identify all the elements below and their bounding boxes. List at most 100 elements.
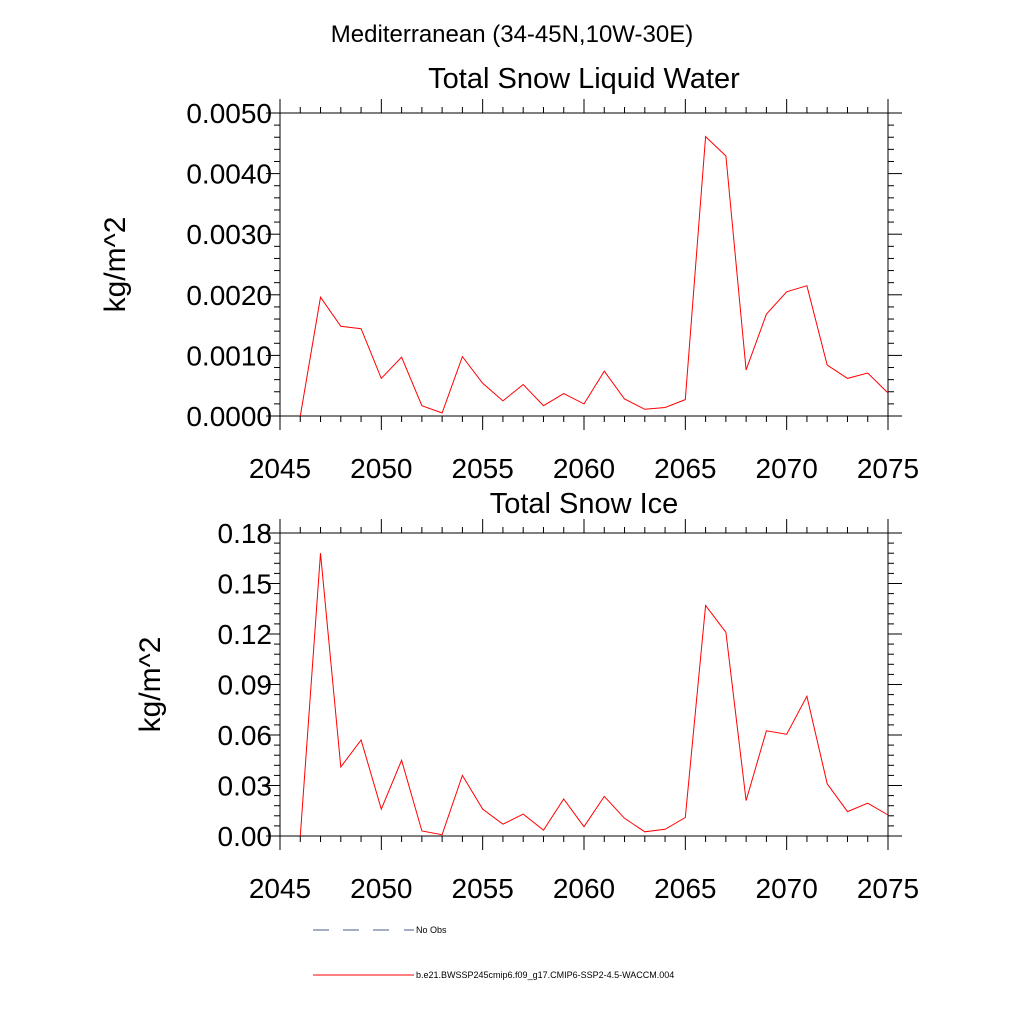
data-point [299, 415, 301, 417]
data-point [381, 378, 383, 380]
data-point [583, 826, 585, 828]
data-point [522, 384, 524, 386]
series-line-total-snow-liquid-water [299, 135, 889, 417]
data-point [543, 405, 545, 407]
y-axis-label: kg/m^2 [134, 637, 167, 733]
data-point [826, 364, 828, 366]
data-point [624, 818, 626, 820]
data-point [867, 372, 869, 374]
data-point [462, 356, 464, 358]
panel-title: Total Snow Liquid Water [428, 63, 740, 95]
x-tick-label: 2065 [654, 873, 716, 904]
data-point [887, 392, 889, 394]
data-point [583, 403, 585, 405]
x-tick-label: 2050 [350, 453, 412, 484]
plot-frame [279, 532, 889, 837]
data-point [685, 817, 687, 819]
legend-label-no-obs: No Obs [416, 925, 447, 935]
x-tick-label: 2055 [452, 453, 514, 484]
data-point [786, 291, 788, 293]
data-point [543, 829, 545, 831]
data-point [381, 808, 383, 810]
data-point [401, 356, 403, 358]
data-point [887, 814, 889, 816]
legend-label-waccm: b.e21.BWSSP245cmip6.f09_g17.CMIP6-SSP2-4… [416, 970, 674, 980]
data-point [806, 285, 808, 287]
data-point [320, 552, 322, 554]
x-tick-label: 2045 [249, 873, 311, 904]
data-point [462, 775, 464, 777]
data-point [624, 398, 626, 400]
y-tick-label: 0.09 [218, 670, 273, 701]
data-point [401, 759, 403, 761]
figure-suptitle: Mediterranean (34-45N,10W-30E) [331, 21, 693, 48]
x-tick-label: 2060 [553, 873, 615, 904]
data-point [299, 835, 301, 837]
data-point [786, 733, 788, 735]
data-point [482, 808, 484, 810]
y-tick-label: 0.0030 [186, 219, 272, 250]
data-point [766, 313, 768, 315]
data-point [360, 328, 362, 330]
data-point [441, 834, 443, 836]
data-point [603, 370, 605, 372]
y-axis-label: kg/m^2 [99, 217, 132, 313]
data-point [867, 802, 869, 804]
data-point [603, 796, 605, 798]
data-point [664, 407, 666, 409]
y-tick-label: 0.0040 [186, 159, 272, 190]
panel-total-snow-ice: Total Snow Ice 2045 2050 2055 2060 2065 2070 20… [134, 488, 919, 904]
legend: No Obs b.e21.BWSSP245cmip6.f09_g17.CMIP6… [313, 925, 674, 980]
x-tick-label: 2070 [756, 453, 818, 484]
panel-title: Total Snow Ice [490, 488, 679, 520]
x-tick-label: 2045 [249, 453, 311, 484]
data-point [421, 830, 423, 832]
data-point [340, 326, 342, 328]
y-tick-label: 0.18 [218, 518, 273, 549]
data-point [705, 605, 707, 607]
x-tick-label: 2050 [350, 873, 412, 904]
data-point [826, 783, 828, 785]
y-tick-label: 0.0000 [186, 401, 272, 432]
data-point [664, 828, 666, 830]
data-point [745, 800, 747, 802]
data-point [482, 382, 484, 384]
plot-frame [279, 112, 889, 417]
data-point [644, 831, 646, 833]
data-point [563, 393, 565, 395]
data-point [745, 369, 747, 371]
data-point [441, 412, 443, 414]
data-point [725, 155, 727, 157]
y-tick-label: 0.0010 [186, 340, 272, 371]
y-tick-label: 0.03 [218, 771, 273, 802]
data-point [360, 739, 362, 741]
data-point [644, 409, 646, 411]
data-point [685, 399, 687, 401]
series-line-total-snow-ice [299, 553, 889, 837]
y-tick-label: 0.0020 [186, 280, 272, 311]
data-point [320, 296, 322, 298]
data-point [522, 813, 524, 815]
y-tick-label: 0.00 [218, 821, 273, 852]
data-point [421, 405, 423, 407]
data-point [502, 823, 504, 825]
data-point [502, 400, 504, 402]
y-tick-label: 0.12 [218, 619, 273, 650]
data-point [806, 695, 808, 697]
data-point [766, 730, 768, 732]
data-point [705, 136, 707, 138]
data-point [725, 632, 727, 634]
panel-total-snow-liquid-water: Total Snow Liquid Water 2045 2050 2055 2060 2… [99, 63, 919, 484]
data-point [847, 811, 849, 813]
y-tick-label: 0.0050 [186, 98, 272, 129]
data-point [340, 766, 342, 768]
x-tick-label: 2060 [553, 453, 615, 484]
x-tick-label: 2055 [452, 873, 514, 904]
data-point [847, 378, 849, 380]
x-tick-label: 2075 [857, 453, 919, 484]
x-tick-label: 2075 [857, 873, 919, 904]
y-tick-label: 0.15 [218, 569, 273, 600]
x-tick-label: 2065 [654, 453, 716, 484]
y-tick-label: 0.06 [218, 720, 273, 751]
